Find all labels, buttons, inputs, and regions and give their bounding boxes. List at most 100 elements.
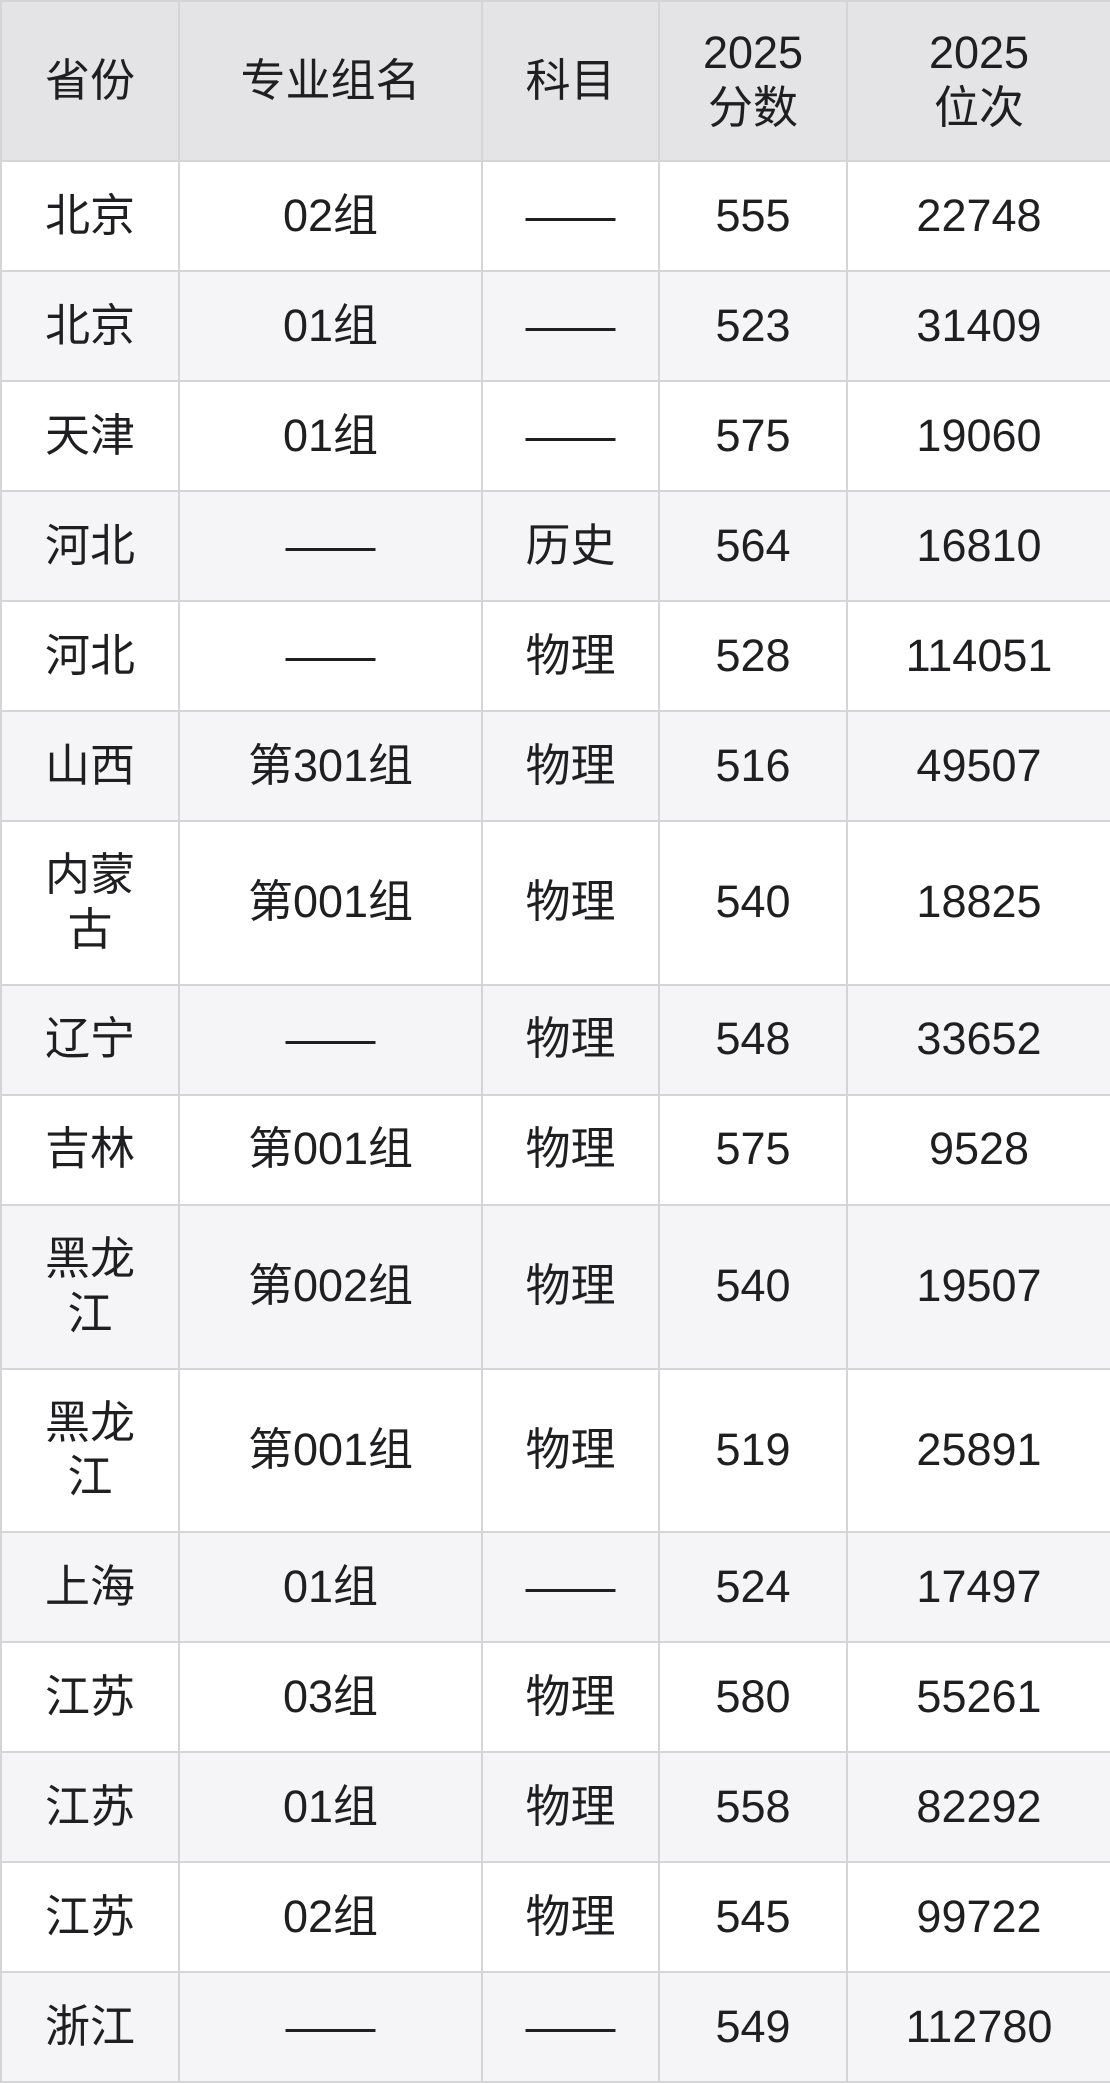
table-row: 内蒙古 第001组 物理 540 18825 <box>0 820 1110 986</box>
cell-subject: 物理 <box>481 1861 660 1974</box>
table-row: 天津 01组 —— 575 19060 <box>0 380 1110 492</box>
cell-province: 北京 <box>0 160 180 272</box>
cell-subject: 物理 <box>481 1751 660 1864</box>
cell-rank-2025: 31409 <box>846 270 1110 382</box>
cell-province: 上海 <box>0 1531 180 1644</box>
table-row: 黑龙江 第001组 物理 519 25891 <box>0 1367 1110 1534</box>
cell-score-2025: 549 <box>658 1971 848 2083</box>
cell-group-name: —— <box>178 1971 483 2083</box>
cell-rank-2025: 49507 <box>846 710 1110 822</box>
cell-score-2025: 540 <box>658 820 848 986</box>
cell-subject: —— <box>481 270 660 382</box>
cell-rank-2025: 112780 <box>846 1971 1110 2083</box>
cell-score-2025: 524 <box>658 1531 848 1644</box>
cell-rank-2025: 99722 <box>846 1861 1110 1974</box>
header-row: 省份 专业组名 科目 2025 分数 2025 位次 <box>0 0 1110 162</box>
cell-province: 江苏 <box>0 1751 180 1864</box>
cell-rank-2025: 16810 <box>846 490 1110 602</box>
table-row: 黑龙江 第002组 物理 540 19507 <box>0 1203 1110 1370</box>
cell-subject: —— <box>481 1531 660 1644</box>
cell-group-name: 02组 <box>178 1861 483 1974</box>
cell-subject: —— <box>481 380 660 492</box>
cell-score-2025: 580 <box>658 1641 848 1754</box>
cell-rank-2025: 9528 <box>846 1093 1110 1206</box>
cell-group-name: 第001组 <box>178 1367 483 1534</box>
cell-subject: 物理 <box>481 820 660 986</box>
cell-province: 吉林 <box>0 1093 180 1206</box>
cell-subject: 物理 <box>481 1641 660 1754</box>
cell-rank-2025: 25891 <box>846 1367 1110 1534</box>
table-row: 江苏 01组 物理 558 82292 <box>0 1751 1110 1864</box>
cell-group-name: 02组 <box>178 160 483 272</box>
table-row: 北京 02组 —— 555 22748 <box>0 160 1110 272</box>
cell-rank-2025: 114051 <box>846 600 1110 712</box>
cell-group-name: 01组 <box>178 380 483 492</box>
table-row: 江苏 02组 物理 545 99722 <box>0 1861 1110 1974</box>
cell-group-name: —— <box>178 490 483 602</box>
cell-score-2025: 523 <box>658 270 848 382</box>
cell-score-2025: 548 <box>658 983 848 1096</box>
cell-subject: 物理 <box>481 1093 660 1206</box>
cell-province: 江苏 <box>0 1861 180 1974</box>
table-row: 河北 —— 历史 564 16810 <box>0 490 1110 602</box>
cell-subject: 物理 <box>481 1367 660 1534</box>
cell-group-name: 第001组 <box>178 820 483 986</box>
cell-group-name: 01组 <box>178 1531 483 1644</box>
column-header-score-2025: 2025 分数 <box>658 0 848 162</box>
cell-subject: 物理 <box>481 983 660 1096</box>
table-row: 上海 01组 —— 524 17497 <box>0 1531 1110 1644</box>
cell-group-name: 第301组 <box>178 710 483 822</box>
cell-score-2025: 575 <box>658 1093 848 1206</box>
cell-subject: 历史 <box>481 490 660 602</box>
cell-rank-2025: 82292 <box>846 1751 1110 1864</box>
cell-subject: 物理 <box>481 710 660 822</box>
table-row: 北京 01组 —— 523 31409 <box>0 270 1110 382</box>
cell-score-2025: 564 <box>658 490 848 602</box>
cell-score-2025: 540 <box>658 1203 848 1370</box>
cell-score-2025: 558 <box>658 1751 848 1864</box>
column-header-province: 省份 <box>0 0 180 162</box>
cell-province: 黑龙江 <box>0 1367 180 1534</box>
cell-province: 江苏 <box>0 1641 180 1754</box>
table-row: 辽宁 —— 物理 548 33652 <box>0 983 1110 1096</box>
cell-province: 黑龙江 <box>0 1203 180 1370</box>
cell-group-name: —— <box>178 600 483 712</box>
cell-group-name: 第002组 <box>178 1203 483 1370</box>
cell-subject: 物理 <box>481 600 660 712</box>
cell-province: 北京 <box>0 270 180 382</box>
cell-group-name: —— <box>178 983 483 1096</box>
cell-score-2025: 555 <box>658 160 848 272</box>
cell-rank-2025: 19060 <box>846 380 1110 492</box>
table-row: 吉林 第001组 物理 575 9528 <box>0 1093 1110 1206</box>
table-body: 北京 02组 —— 555 22748 北京 01组 —— 523 31409 天津 01组 —— 575… <box>0 160 1110 2083</box>
cell-province: 山西 <box>0 710 180 822</box>
cell-province: 河北 <box>0 490 180 602</box>
column-header-rank-2025: 2025 位次 <box>846 0 1110 162</box>
cell-score-2025: 545 <box>658 1861 848 1974</box>
cell-subject: 物理 <box>481 1203 660 1370</box>
cell-score-2025: 519 <box>658 1367 848 1534</box>
cell-rank-2025: 19507 <box>846 1203 1110 1370</box>
cell-rank-2025: 55261 <box>846 1641 1110 1754</box>
cell-rank-2025: 33652 <box>846 983 1110 1096</box>
cell-subject: —— <box>481 160 660 272</box>
table-row: 山西 第301组 物理 516 49507 <box>0 710 1110 822</box>
cell-province: 浙江 <box>0 1971 180 2083</box>
cell-group-name: 01组 <box>178 1751 483 1864</box>
table-row: 江苏 03组 物理 580 55261 <box>0 1641 1110 1754</box>
cell-score-2025: 528 <box>658 600 848 712</box>
cell-province: 天津 <box>0 380 180 492</box>
cell-province: 内蒙古 <box>0 820 180 986</box>
cell-subject: —— <box>481 1971 660 2083</box>
cell-province: 辽宁 <box>0 983 180 1096</box>
cell-rank-2025: 22748 <box>846 160 1110 272</box>
cell-province: 河北 <box>0 600 180 712</box>
cell-group-name: 01组 <box>178 270 483 382</box>
column-header-subject: 科目 <box>481 0 660 162</box>
cell-rank-2025: 18825 <box>846 820 1110 986</box>
cell-group-name: 第001组 <box>178 1093 483 1206</box>
cell-rank-2025: 17497 <box>846 1531 1110 1644</box>
table-row: 浙江 —— —— 549 112780 <box>0 1971 1110 2083</box>
cell-score-2025: 575 <box>658 380 848 492</box>
